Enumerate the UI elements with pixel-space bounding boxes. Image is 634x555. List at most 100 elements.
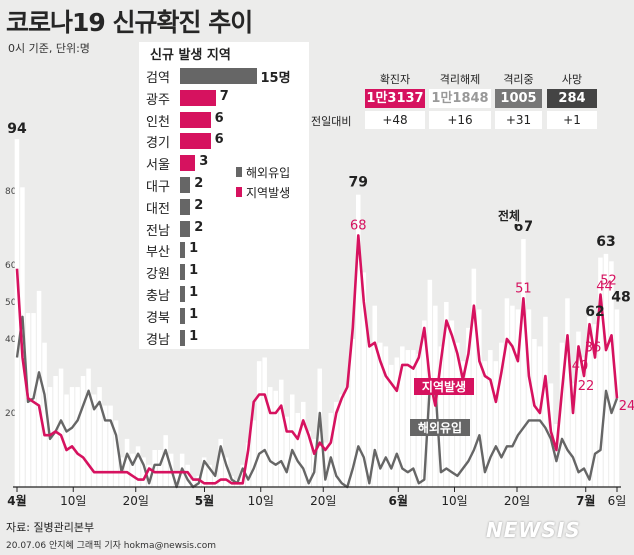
local-value-label: 36 <box>585 341 602 356</box>
local-value-label: 24 <box>619 399 634 414</box>
bar-total <box>466 327 471 487</box>
region-value: 7 <box>219 88 229 104</box>
bar-total <box>218 438 223 487</box>
bar-total <box>185 464 190 487</box>
bar-total <box>42 342 47 487</box>
x-tick-label: 4월 <box>7 493 26 508</box>
bar-total <box>113 420 119 487</box>
stat-delta: +16 <box>429 111 491 129</box>
region-bar <box>180 89 216 106</box>
local-value-label: 51 <box>515 281 532 296</box>
bar-total <box>64 394 69 487</box>
region-value: 1 <box>189 328 199 344</box>
bar-total <box>334 401 339 487</box>
bar-total <box>317 368 322 487</box>
total-value-label: 94 <box>7 121 27 137</box>
region-name: 강원 <box>146 267 170 283</box>
bar-total <box>471 268 477 487</box>
bar-total <box>328 413 333 487</box>
bar-total <box>223 457 229 487</box>
total-value-label: 62 <box>585 304 604 320</box>
series-tag-label: 지역발생 <box>422 379 466 394</box>
region-bar <box>180 177 191 193</box>
region-bar <box>180 155 196 172</box>
x-tick-label: 6일 <box>608 494 627 508</box>
region-name: 경기 <box>146 136 170 152</box>
bar-total <box>102 405 108 487</box>
local-value-label: 22 <box>578 379 595 394</box>
legend-swatch <box>236 187 242 197</box>
region-bar <box>180 329 186 346</box>
bar-total <box>14 139 20 487</box>
x-tick-label: 20일 <box>310 494 336 508</box>
bar-total <box>438 346 444 487</box>
x-tick-label: 7월 <box>576 493 595 508</box>
region-name: 경남 <box>146 332 170 348</box>
bar-total <box>207 464 212 487</box>
legend-swatch <box>236 167 242 177</box>
stat-label: 격리중 <box>503 73 534 86</box>
bar-total <box>350 339 355 487</box>
local-value-label: 52 <box>600 274 617 289</box>
bar-total <box>256 361 262 487</box>
bar-total <box>576 331 581 487</box>
stat-value: 1만3137 <box>365 89 425 108</box>
region-value: 1 <box>189 306 199 322</box>
region-value: 2 <box>194 176 204 191</box>
series-tag-label: 전체 <box>498 208 520 223</box>
legend-label: 지역발생 <box>246 186 291 200</box>
y-tick-label: 50 <box>5 298 17 308</box>
credit-note: 20.07.06 안지혜 그래픽 기자 hokma@newsis.com <box>6 541 217 551</box>
region-value: 6 <box>214 110 224 126</box>
bar-total <box>422 320 427 487</box>
series-tag-label: 해외유입 <box>418 420 462 435</box>
bar-total <box>400 346 405 487</box>
series-tag-bg <box>410 419 470 436</box>
x-tick-label: 6월 <box>389 493 408 508</box>
bar-total <box>559 342 565 487</box>
region-bar <box>180 133 211 150</box>
bar-total <box>367 342 372 487</box>
region-name: 광주 <box>146 92 170 108</box>
region-bar <box>180 307 186 324</box>
stat-delta: +48 <box>365 111 425 129</box>
bar-total <box>306 431 311 487</box>
legend-label: 해외유입 <box>246 166 291 180</box>
region-bar <box>180 111 211 128</box>
region-bar <box>180 264 186 281</box>
region-bar <box>180 68 257 84</box>
bar-total <box>383 346 389 487</box>
bar-total <box>378 342 383 487</box>
bar-total <box>554 424 559 487</box>
bar-total <box>477 309 482 487</box>
y-tick-label: 60 <box>5 261 17 271</box>
stat-value: 1005 <box>495 89 542 108</box>
region-value: 1 <box>189 241 199 257</box>
bar-total <box>515 309 521 487</box>
region-value: 3 <box>199 154 209 170</box>
region-value: 15명 <box>260 71 291 86</box>
stat-label: 사망 <box>561 73 583 86</box>
stat-label: 격리해제 <box>439 73 481 86</box>
y-tick-label: 80 <box>5 187 17 197</box>
stat-row-label: 전일대비 <box>311 115 352 128</box>
bar-total <box>345 387 350 487</box>
bar-total <box>108 405 113 487</box>
x-tick-label: 20일 <box>123 494 149 508</box>
bar-total <box>587 316 592 487</box>
bar-total <box>130 453 135 487</box>
bar-total <box>212 472 218 487</box>
source-note: 자료: 질병관리본부 <box>6 521 95 534</box>
page-title: 코로나19 신규확진 추이 <box>6 8 253 37</box>
stat-delta: +31 <box>495 111 542 129</box>
bar-total <box>526 309 532 487</box>
bar-total <box>262 357 267 487</box>
local-value-label: 40 <box>572 359 589 374</box>
region-name: 인천 <box>146 114 170 130</box>
bar-total <box>163 435 168 487</box>
bar-total <box>339 394 344 487</box>
x-tick-label: 10일 <box>248 494 274 508</box>
bar-total <box>69 387 75 487</box>
bar-total <box>521 239 526 487</box>
